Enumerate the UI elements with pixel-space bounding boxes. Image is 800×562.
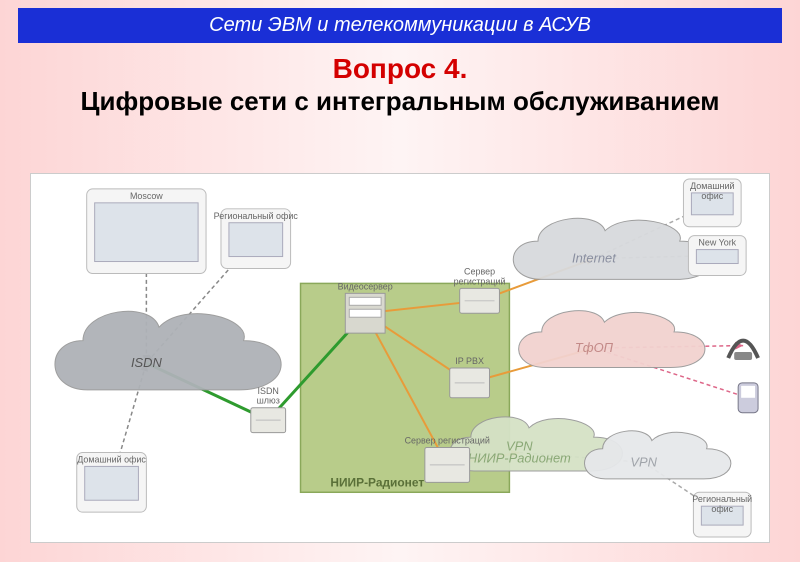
svg-text:Домашний: Домашний <box>690 181 734 191</box>
svg-text:Internet: Internet <box>572 251 617 266</box>
svg-text:офис: офис <box>711 504 733 514</box>
svg-text:регистраций: регистраций <box>454 276 506 286</box>
svg-text:Сервер: Сервер <box>464 266 495 276</box>
svg-text:New York: New York <box>698 238 736 248</box>
svg-text:НИИР-Радионет: НИИР-Радионет <box>468 450 571 465</box>
svg-text:VPN: VPN <box>630 454 657 469</box>
svg-text:ISDN: ISDN <box>131 355 163 370</box>
svg-text:ISDN: ISDN <box>258 386 279 396</box>
svg-text:Региональный: Региональный <box>692 494 752 504</box>
network-diagram: НИИР-Радионет ISDN Internet ТфОП VPN НИИР-Рад… <box>30 173 770 543</box>
header-bar: Сети ЭВМ и телекоммуникации в АСУВ <box>18 8 782 43</box>
svg-text:ТфОП: ТфОП <box>575 340 614 355</box>
svg-text:Домашний офис: Домашний офис <box>77 454 146 464</box>
svg-text:Сервер регистраций: Сервер регистраций <box>405 436 490 446</box>
svg-text:офис: офис <box>701 191 723 201</box>
svg-text:Moscow: Moscow <box>130 191 163 201</box>
question-number: Вопрос 4. <box>0 53 800 85</box>
question-title: Цифровые сети с интегральным обслуживани… <box>0 87 800 117</box>
svg-text:НИИР-Радионет: НИИР-Радионет <box>330 475 424 489</box>
svg-text:IP PBX: IP PBX <box>455 356 484 366</box>
svg-text:Региональный офис: Региональный офис <box>214 211 299 221</box>
svg-text:Видеосервер: Видеосервер <box>338 281 393 291</box>
svg-text:шлюз: шлюз <box>257 396 280 406</box>
